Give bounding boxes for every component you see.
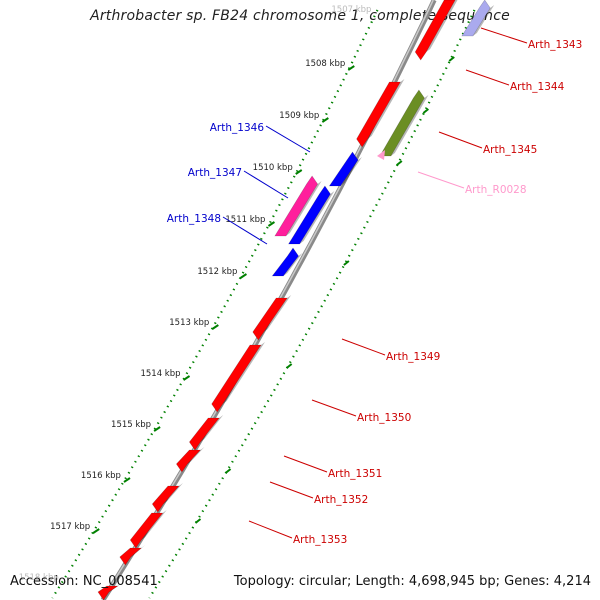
kbp-tick-mark bbox=[347, 65, 355, 71]
kbp-label: 1510 kbp bbox=[253, 163, 293, 173]
gene-block bbox=[97, 585, 119, 600]
gene-block-shade bbox=[340, 157, 362, 186]
gene-block bbox=[119, 547, 143, 566]
gene-block bbox=[151, 485, 180, 513]
kbp-tick-mark bbox=[239, 273, 248, 279]
gene-leader-line bbox=[465, 69, 510, 86]
gene-leader-line bbox=[417, 171, 465, 189]
gene-label: Arth_1343 bbox=[528, 39, 582, 51]
gene-label: Arth_1347 bbox=[188, 167, 242, 179]
kbp-label: 1513 kbp bbox=[169, 318, 209, 328]
kbp-tick-mark bbox=[321, 117, 329, 123]
gene-leader-line bbox=[311, 399, 357, 417]
gene-block bbox=[356, 81, 401, 148]
chromosome-backbone bbox=[100, 0, 437, 600]
gene-label: Arth_1348 bbox=[167, 213, 221, 225]
gene-leader-line bbox=[243, 170, 289, 199]
gene-block bbox=[252, 297, 288, 341]
gene-leader-line bbox=[248, 520, 293, 539]
map-title: Arthrobacter sp. FB24 chromosome 1, comp… bbox=[90, 8, 510, 24]
gene-leader-line bbox=[269, 481, 314, 499]
kbp-label: 1514 kbp bbox=[140, 369, 180, 379]
outer-tick-mark bbox=[194, 518, 202, 524]
accession-text: Accession: NC_008541 bbox=[10, 574, 158, 589]
gene-block bbox=[328, 151, 359, 187]
rna-marker bbox=[377, 150, 385, 160]
kbp-label: 1507 kbp bbox=[331, 5, 371, 15]
kbp-tick-mark bbox=[153, 426, 161, 432]
gene-label: Arth_1351 bbox=[328, 468, 382, 480]
gene-block-shade bbox=[390, 95, 429, 156]
gene-leader-line bbox=[480, 27, 528, 44]
gene-leader-line bbox=[222, 216, 268, 245]
kbp-label: 1515 kbp bbox=[111, 420, 151, 430]
kbp-label: 1516 kbp bbox=[81, 471, 121, 481]
gene-block-shade bbox=[109, 583, 122, 592]
gene-block bbox=[271, 247, 299, 277]
gene-block bbox=[189, 417, 220, 451]
gene-label: Arth_1352 bbox=[314, 494, 368, 506]
gene-leader-line bbox=[341, 338, 386, 356]
gene-block bbox=[129, 512, 164, 549]
gene-labels: Arth_1343 Arth_1344 Arth_1345 Arth_R0028 Art… bbox=[167, 27, 582, 546]
kbp-label: 1512 kbp bbox=[197, 267, 237, 277]
outer-tick-mark bbox=[343, 260, 350, 266]
gene-block-shade bbox=[263, 295, 292, 332]
gene-features bbox=[97, 0, 495, 600]
gene-block bbox=[211, 344, 262, 413]
gene-block-shade bbox=[426, 0, 458, 52]
kbp-tick-mark bbox=[211, 324, 219, 330]
gene-block bbox=[414, 0, 456, 61]
gene-block bbox=[461, 0, 491, 37]
kbp-label: 1517 kbp bbox=[50, 522, 90, 532]
outer-tick-mark bbox=[224, 468, 232, 474]
kbp-ticks: 1507 kbp 1508 kbp 1509 kbp 1510 kbp 1511 kbp… bbox=[19, 5, 455, 583]
gene-block-shade bbox=[222, 342, 265, 404]
gene-block-shade bbox=[472, 5, 495, 36]
kbp-tick-mark bbox=[92, 528, 100, 534]
kbp-tick-mark bbox=[123, 477, 131, 483]
kbp-label: 1511 kbp bbox=[225, 215, 265, 225]
gene-block bbox=[274, 175, 318, 237]
gene-block-shade bbox=[141, 510, 167, 540]
gene-leader-line bbox=[438, 131, 483, 149]
gene-label: Arth_1346 bbox=[210, 122, 265, 134]
summary-text: Topology: circular; Length: 4,698,945 bp… bbox=[233, 574, 591, 589]
gene-block bbox=[288, 185, 331, 245]
gene-label: Arth_1345 bbox=[483, 144, 537, 156]
outer-tick-mark bbox=[286, 363, 293, 369]
gene-block-shade bbox=[187, 447, 205, 464]
gene-label: Arth_1353 bbox=[293, 534, 347, 546]
gene-label: Arth_R0028 bbox=[465, 184, 527, 196]
inner-dot-row bbox=[51, 9, 379, 599]
gene-block bbox=[379, 89, 425, 157]
kbp-tick-mark bbox=[267, 221, 275, 227]
kbp-label: 1509 kbp bbox=[279, 111, 319, 121]
kbp-tick-mark bbox=[182, 375, 191, 381]
gene-label: Arth_1350 bbox=[357, 412, 411, 424]
gene-block-shade bbox=[285, 181, 322, 236]
tick-dot-rows bbox=[51, 9, 476, 599]
gene-block-shade bbox=[163, 483, 183, 504]
gene-block-shade bbox=[200, 415, 224, 442]
kbp-label: 1508 kbp bbox=[305, 59, 345, 69]
gene-block-shade bbox=[130, 545, 146, 557]
gene-label: Arth_1344 bbox=[510, 81, 565, 93]
gene-leader-line bbox=[265, 125, 311, 153]
kbp-label: 1518 kbp bbox=[19, 573, 59, 583]
outer-tick-mark bbox=[448, 56, 455, 62]
gene-block-shade bbox=[367, 79, 405, 139]
gene-leader-line bbox=[283, 455, 328, 473]
gene-block bbox=[176, 449, 202, 473]
outer-tick-mark bbox=[422, 108, 429, 114]
kbp-tick-mark bbox=[295, 169, 303, 175]
gene-label: Arth_1349 bbox=[386, 351, 440, 363]
outer-tick-mark bbox=[396, 160, 403, 166]
outer-dot-row bbox=[148, 9, 476, 599]
gene-block-shade bbox=[299, 191, 335, 244]
gene-block-shade bbox=[283, 253, 303, 276]
